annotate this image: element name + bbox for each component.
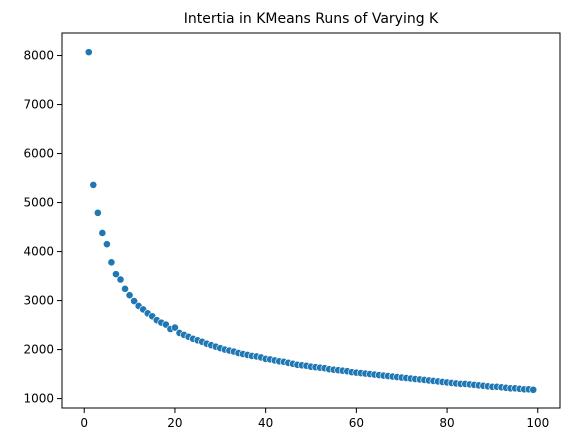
plot-area [61,32,561,409]
data-points [84,48,538,394]
data-point [107,258,116,267]
x-tick-label: 100 [526,416,549,430]
x-tick-label: 20 [167,416,182,430]
y-tick-label: 7000 [23,98,54,112]
data-point [112,270,120,279]
y-tick-label: 6000 [23,147,54,161]
data-point [529,385,538,394]
y-tick-label: 4000 [23,245,54,259]
y-tick-label: 2000 [23,343,54,357]
x-tick-label: 0 [80,416,88,430]
data-point [103,240,111,249]
data-point [84,48,93,57]
data-point [89,181,98,189]
data-point [130,297,139,305]
data-point [98,229,107,237]
data-point [125,291,134,300]
y-tick-label: 5000 [23,196,54,210]
y-tick-label: 3000 [23,294,54,308]
y-tick-label: 1000 [23,392,54,406]
x-axis: 0 20 40 60 80 100 [80,408,549,430]
data-point [116,275,125,284]
y-tick-label: 8000 [23,49,54,63]
data-point [121,284,129,293]
data-point [93,208,102,217]
y-axis: 1000 2000 3000 4000 5000 6000 7000 8000 [23,49,62,406]
x-tick-label: 40 [258,416,273,430]
x-tick-label: 80 [439,416,454,430]
data-point [171,323,179,332]
x-tick-label: 60 [349,416,364,430]
chart-title: Intertia in KMeans Runs of Varying K [184,11,439,27]
